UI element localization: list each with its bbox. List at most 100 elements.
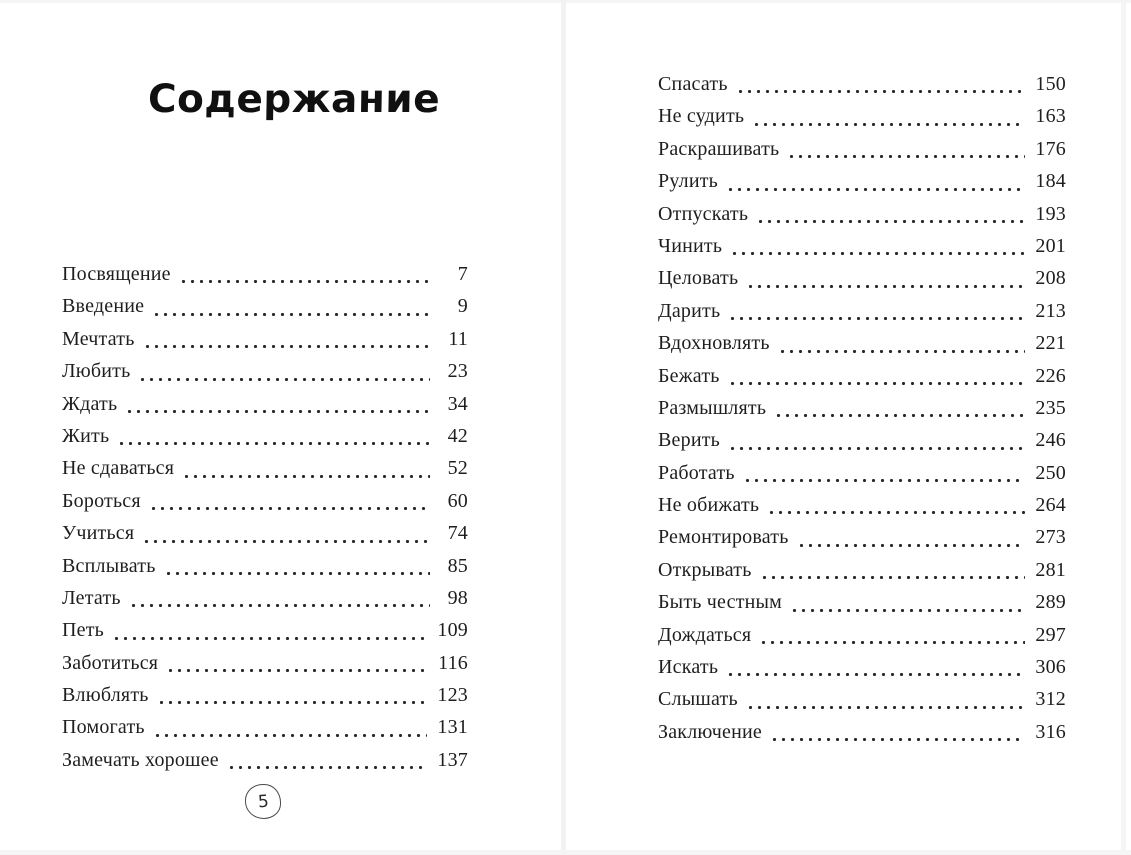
toc-entry-page: 184	[1035, 170, 1066, 193]
toc-entry: Любить 23	[62, 355, 468, 387]
toc-entry: Рулить 184	[658, 165, 1066, 197]
toc-entry: Быть честным 289	[658, 586, 1066, 618]
toc-entry-label: Искать	[658, 656, 719, 679]
toc-entry-page: 131	[437, 716, 468, 739]
toc-entry: Чинить 201	[658, 230, 1066, 262]
page-gutter-line	[561, 0, 566, 855]
toc-entry: Верить 246	[658, 424, 1066, 456]
toc-entry: Размышлять 235	[658, 392, 1066, 424]
toc-entry: Заботиться 116	[62, 647, 468, 679]
toc-entry-label: Спасать	[658, 73, 728, 95]
toc-entry-label: Петь	[62, 619, 104, 642]
toc-entry-label: Ремонтировать	[658, 526, 789, 549]
dot-leader	[128, 604, 430, 608]
toc-entry: Помогать 131	[62, 711, 468, 743]
toc-entry-page: 9	[457, 295, 468, 318]
toc-entry: Всплывать 85	[62, 550, 468, 582]
toc-entry-page: 250	[1035, 461, 1066, 484]
toc-entry-page: 42	[447, 424, 468, 447]
toc-entry-label: Открывать	[658, 558, 752, 581]
toc-entry: Слышать 312	[658, 683, 1066, 715]
toc-entry-label: Посвящение	[62, 263, 171, 285]
toc-entry-label: Заключение	[658, 720, 762, 743]
dot-leader	[759, 576, 1026, 580]
dot-leader	[730, 252, 1026, 256]
toc-entry-label: Замечать хорошее	[62, 748, 219, 771]
dot-leader	[163, 571, 430, 575]
toc-entry-label: Отпускать	[658, 202, 749, 225]
dot-leader	[767, 511, 1026, 515]
toc-entry-page: 11	[448, 327, 468, 350]
toc-entry-page: 208	[1035, 267, 1066, 290]
toc-entry: Летать 98	[62, 582, 468, 614]
toc-entry-page: 213	[1035, 299, 1066, 322]
toc-entry-label: Работать	[658, 461, 735, 484]
toc-entry-page: 150	[1035, 73, 1066, 95]
toc-entry-page: 98	[447, 586, 468, 609]
toc-entry: Бежать 226	[658, 360, 1066, 392]
toc-entry-page: 221	[1035, 332, 1066, 355]
toc-entry-label: Не обижать	[658, 494, 760, 517]
dot-leader	[726, 187, 1026, 191]
toc-entry: Спасать 150	[658, 68, 1066, 100]
toc-entry: Открывать 281	[658, 554, 1066, 586]
toc-entry-page: 123	[437, 684, 468, 707]
toc-entry-page: 109	[437, 619, 468, 642]
toc-entry: Влюблять 123	[62, 679, 468, 711]
toc-entry-label: Вдохновлять	[658, 332, 770, 355]
toc-entry-page: 74	[447, 522, 468, 545]
toc-entry-page: 52	[447, 457, 468, 480]
dot-leader	[182, 474, 430, 478]
toc-entry-page: 306	[1035, 656, 1066, 679]
toc-entry-label: Мечтать	[62, 327, 135, 350]
toc-entry-page: 137	[437, 748, 468, 771]
dot-leader	[777, 349, 1026, 353]
toc-entry-label: Любить	[62, 360, 131, 383]
toc-entry: Ждать 34	[62, 388, 468, 420]
toc-entry: Дарить 213	[658, 295, 1066, 327]
toc-entry-page: 163	[1035, 105, 1066, 128]
dot-leader	[142, 345, 430, 349]
toc-entry-page: 7	[457, 263, 468, 285]
dot-leader	[142, 539, 430, 543]
dot-leader	[166, 669, 429, 673]
toc-entry: Учиться 74	[62, 517, 468, 549]
toc-entry-page: 297	[1035, 623, 1066, 646]
toc-entry-label: Не судить	[658, 105, 745, 128]
toc-entry-page: 316	[1035, 720, 1066, 743]
dot-leader	[156, 701, 428, 705]
dot-leader	[746, 284, 1026, 288]
toc-entry-label: Дарить	[658, 299, 721, 322]
dot-leader	[117, 442, 430, 446]
toc-entry-label: Всплывать	[62, 554, 156, 577]
toc-entry: Раскрашивать 176	[658, 133, 1066, 165]
toc-entry-page: 85	[447, 554, 468, 577]
toc-entry-page: 34	[447, 392, 468, 415]
toc-entry: Не обижать 264	[658, 489, 1066, 521]
toc-entry-label: Заботиться	[62, 651, 159, 674]
toc-entry-page: 116	[438, 651, 468, 674]
toc-entry-label: Влюблять	[62, 684, 149, 707]
toc-entry: Петь 109	[62, 614, 468, 646]
toc-entry-label: Жить	[62, 424, 110, 447]
toc-entry-label: Дождаться	[658, 623, 752, 646]
toc-entry-label: Чинить	[658, 234, 723, 257]
toc-entry-label: Раскрашивать	[658, 137, 780, 160]
toc-column-right: Спасать 150 Не судить 163 Раскрашивать 1…	[658, 68, 1066, 748]
dot-leader	[226, 766, 428, 770]
toc-entry-label: Слышать	[658, 688, 738, 711]
dot-leader	[756, 219, 1026, 223]
dot-leader	[745, 705, 1026, 709]
dot-leader	[148, 507, 430, 511]
toc-entry: Введение 9	[62, 290, 468, 322]
dot-leader	[727, 446, 1026, 450]
toc-entry-page: 226	[1035, 364, 1066, 387]
dot-leader	[790, 608, 1026, 612]
toc-entry-page: 23	[447, 360, 468, 383]
toc-entry-label: Учиться	[62, 522, 135, 545]
toc-entry-page: 176	[1035, 137, 1066, 160]
toc-entry-label: Введение	[62, 295, 145, 318]
toc-entry-label: Бороться	[62, 489, 141, 512]
dot-leader	[178, 280, 430, 284]
toc-entry-page: 281	[1035, 558, 1066, 581]
